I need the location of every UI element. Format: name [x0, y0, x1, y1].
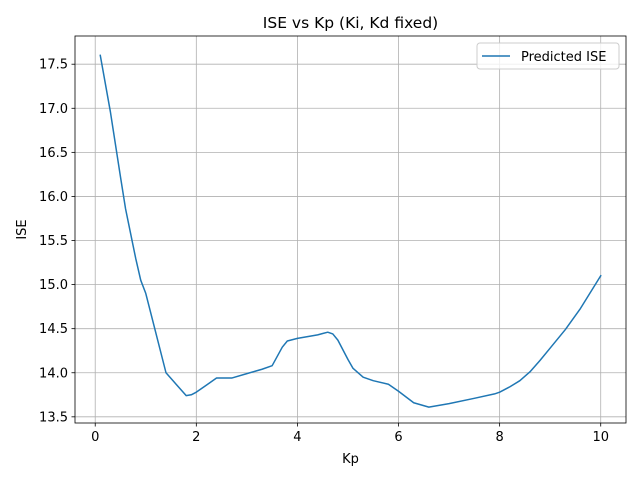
- legend-box: [476, 42, 620, 70]
- legend: Predicted ISE: [476, 42, 620, 70]
- plot-area-frame: [74, 35, 627, 424]
- grid: [75, 36, 626, 423]
- y-tick-label: 16.5: [39, 146, 68, 161]
- series-line-predicted-ise: [99, 54, 602, 408]
- x-tick-label: 8: [495, 430, 503, 445]
- y-tick-label: 15.0: [39, 278, 68, 293]
- x-tick-label: 6: [394, 430, 402, 445]
- x-tick-label: 4: [293, 430, 301, 445]
- x-tick-label: 10: [592, 430, 609, 445]
- y-tick-label: 13.5: [39, 410, 68, 425]
- y-tick-label: 14.5: [39, 322, 68, 337]
- series-layer: [99, 54, 602, 408]
- x-axis-label: Kp: [342, 452, 359, 467]
- chart-title: ISE vs Kp (Ki, Kd fixed): [263, 14, 438, 32]
- x-tick-label: 2: [192, 430, 200, 445]
- y-tick-label: 17.5: [39, 58, 68, 73]
- y-tick-label: 14.0: [39, 366, 68, 381]
- y-tick-label: 16.0: [39, 190, 68, 205]
- x-tick-label: 0: [91, 430, 99, 445]
- y-tick-label: 17.0: [39, 102, 68, 117]
- y-tick-label: 15.5: [39, 234, 68, 249]
- y-axis-label: ISE: [15, 219, 30, 239]
- legend-label-predicted-ise: Predicted ISE: [521, 50, 606, 65]
- axis-ticks: 0 2 4 6 8 10 13.5 14.0 14.5 15.0 15.5 16.0 16.5 17.0 1…: [39, 58, 609, 445]
